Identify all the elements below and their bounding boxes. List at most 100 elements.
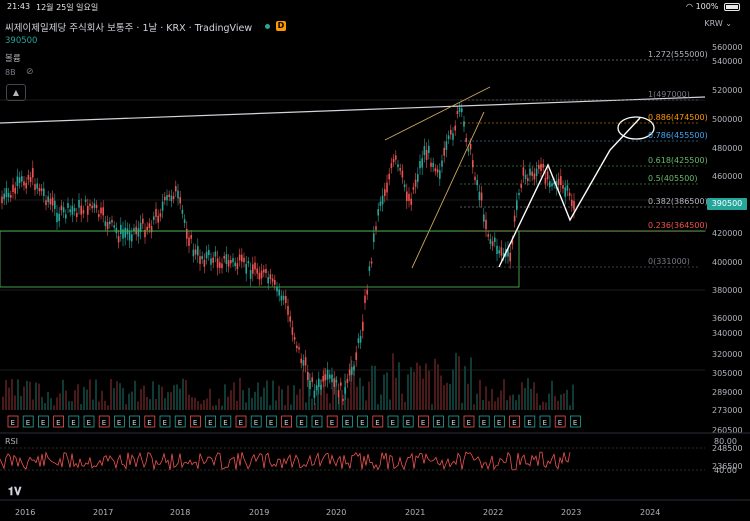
- volume-bar: [296, 394, 298, 410]
- event-marker: [402, 415, 414, 428]
- candle-body: [491, 241, 494, 246]
- event-marker: [189, 415, 201, 428]
- event-marker: [129, 415, 141, 428]
- symbol-title[interactable]: 씨제이제일제당 주식회사 보통주 · 1날 · KRX · TradingVie…: [5, 23, 253, 34]
- fib-label: 0(331000): [648, 257, 690, 266]
- volume-bar: [500, 390, 502, 410]
- fib-retracement: 1.272(555000) 1(497000) 0.886(474500) 0.786…: [460, 50, 708, 268]
- price-tick: 289000: [712, 388, 743, 397]
- rsi-label[interactable]: RSI: [5, 437, 18, 446]
- event-marker-label: E: [163, 419, 167, 427]
- volume-bar: [299, 388, 301, 410]
- candle-body: [568, 192, 571, 196]
- candle-body: [483, 214, 485, 222]
- event-marker-label: E: [345, 419, 349, 427]
- volume-bar: [134, 380, 136, 410]
- volume-bar: [314, 403, 316, 410]
- candle-body: [183, 219, 186, 224]
- currency-selector[interactable]: KRW ⌄: [704, 19, 732, 28]
- target-circle: [617, 116, 655, 140]
- candle-body: [82, 210, 85, 214]
- time-tick: 2021: [405, 508, 426, 517]
- event-marker: [417, 415, 429, 428]
- volume-bar: [326, 393, 328, 410]
- volume-bar: [407, 374, 409, 410]
- candle-body: [267, 277, 269, 284]
- candle-body: [566, 185, 569, 191]
- candle-body: [16, 176, 19, 187]
- candle-body: [109, 221, 111, 225]
- candle-body: [562, 185, 564, 189]
- price-tick: 480000: [712, 144, 743, 153]
- volume-bar: [242, 390, 244, 410]
- price-axis: 5600005400005200005000004800004600004400…: [712, 43, 743, 471]
- candle-body: [249, 270, 252, 279]
- price-tick: 420000: [712, 229, 743, 238]
- candle-body: [238, 254, 241, 261]
- eye-off-icon[interactable]: ⊘: [26, 67, 34, 77]
- volume-bar: [278, 385, 280, 410]
- volume-bar: [80, 404, 82, 410]
- price-tick: 540000: [712, 57, 743, 66]
- chevron-up-icon: ▲: [12, 88, 20, 97]
- candle-body: [441, 160, 443, 167]
- volume-bar: [389, 399, 391, 410]
- volume-bar: [47, 391, 49, 410]
- price-tick: 236500: [712, 462, 743, 471]
- candle-body: [560, 175, 562, 185]
- event-marker-label: E: [223, 419, 227, 427]
- volume-bar: [308, 372, 310, 410]
- volume-bar: [29, 381, 31, 410]
- candle-body: [417, 174, 419, 182]
- volume-bar: [566, 389, 568, 410]
- price-tick: 460000: [712, 172, 743, 181]
- volume-bar: [98, 401, 100, 410]
- candle-body: [210, 258, 212, 265]
- candle-body: [359, 335, 362, 343]
- candle-body: [203, 259, 206, 267]
- candle-body: [287, 305, 289, 315]
- candle-body: [153, 216, 155, 220]
- volume-label[interactable]: 볼륨: [5, 54, 21, 64]
- volume-bar: [8, 387, 10, 410]
- event-marker: [98, 415, 110, 428]
- candle-body: [516, 200, 518, 210]
- candle-body: [476, 179, 478, 186]
- volume-bar: [26, 380, 28, 410]
- event-marker-label: E: [315, 419, 319, 427]
- event-marker-label: E: [360, 419, 364, 427]
- candle-body: [65, 214, 67, 219]
- event-marker: [83, 415, 95, 428]
- volume-bar: [104, 400, 106, 410]
- volume-bar: [215, 405, 217, 410]
- candle-body: [364, 295, 366, 304]
- time-tick: 2024: [640, 508, 661, 517]
- candle-body: [362, 321, 364, 331]
- candle-body: [496, 245, 498, 255]
- volume-bar: [545, 402, 547, 410]
- event-marker-label: E: [375, 419, 379, 427]
- volume-bar: [368, 381, 370, 410]
- candlesticks: [1, 102, 575, 406]
- candle-body: [205, 251, 208, 259]
- candle-body: [175, 186, 177, 192]
- candle-body: [465, 138, 467, 142]
- volume-bar: [530, 388, 532, 410]
- volume-bar: [350, 356, 352, 410]
- candle-body: [271, 278, 274, 282]
- event-marker: [159, 415, 171, 428]
- volume-bar: [257, 382, 259, 410]
- volume-bar: [209, 388, 211, 410]
- event-marker: [7, 415, 19, 428]
- candle-body: [436, 169, 439, 173]
- candle-body: [247, 261, 250, 264]
- event-marker: [220, 415, 232, 428]
- tradingview-logo[interactable]: 𝟏𝐕: [8, 485, 22, 498]
- collapse-button[interactable]: ▲: [6, 84, 26, 101]
- event-marker-label: E: [56, 419, 60, 427]
- candle-body: [278, 289, 280, 296]
- event-marker-label: E: [482, 419, 486, 427]
- candle-body: [546, 171, 549, 180]
- volume-bar: [419, 365, 421, 410]
